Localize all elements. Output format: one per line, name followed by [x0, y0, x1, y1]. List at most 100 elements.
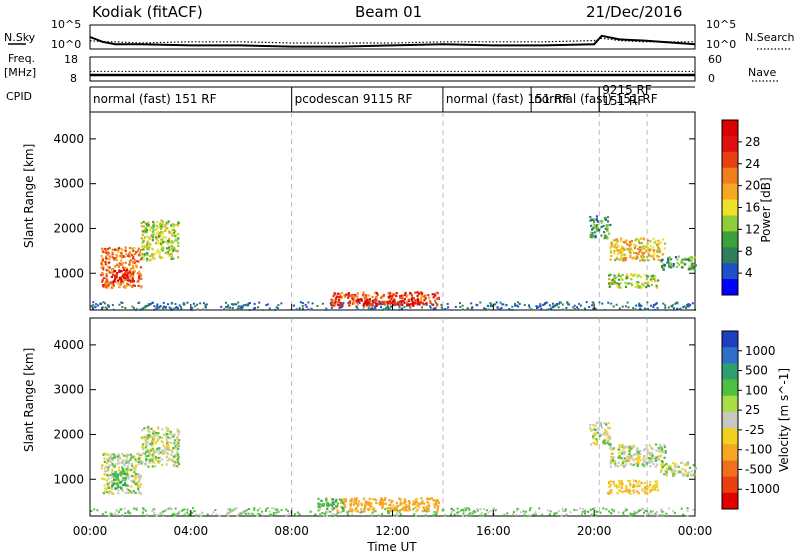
- ground-scatter-cell: [237, 305, 240, 308]
- power-data-cell: [132, 255, 135, 258]
- power-data-cell: [136, 280, 139, 283]
- power-data-cell: [164, 236, 168, 239]
- power-data-cell: [620, 245, 623, 248]
- velocity-data-cell: [636, 490, 639, 493]
- velocity-data-cell: [127, 491, 130, 494]
- velocity-data-cell: [136, 452, 139, 455]
- power-data-cell: [609, 281, 612, 284]
- velocity-data-cell: [643, 449, 646, 452]
- ground-scatter-cell: [169, 307, 172, 310]
- power-data-cell: [132, 284, 135, 287]
- velocity-data-cell: [600, 433, 604, 436]
- ground-scatter-cell: [538, 507, 541, 510]
- ground-scatter-cell: [377, 303, 380, 306]
- ground-scatter-cell: [157, 513, 159, 516]
- ground-scatter-cell: [665, 512, 668, 515]
- ground-scatter-cell: [156, 305, 158, 308]
- velocity-data-cell: [177, 447, 180, 450]
- power-data-cell: [433, 293, 436, 296]
- ground-scatter-cell: [644, 307, 647, 310]
- velocity-data-cell: [112, 473, 115, 476]
- noise-left-tick-top: 10^5: [51, 18, 81, 31]
- power-data-cell: [620, 237, 623, 240]
- velocity-colorbar-tick-label: 1000: [745, 344, 776, 358]
- power-data-cell: [614, 258, 617, 262]
- velocity-data-cell: [108, 486, 111, 489]
- power-data-cell: [657, 258, 660, 262]
- ground-scatter-cell: [676, 302, 679, 305]
- velocity-data-cell: [622, 447, 626, 450]
- velocity-data-cell: [395, 501, 398, 505]
- ground-scatter-cell: [581, 510, 584, 513]
- ground-scatter-cell: [476, 507, 479, 510]
- velocity-data-cell: [593, 427, 596, 430]
- power-data-cell: [613, 280, 616, 283]
- freq-label: Freq.: [8, 52, 35, 65]
- ground-scatter-cell: [467, 507, 470, 510]
- velocity-data-cell: [349, 503, 352, 506]
- velocity-data-cell: [344, 506, 347, 509]
- ground-scatter-cell: [276, 307, 279, 310]
- velocity-data-cell: [140, 453, 143, 457]
- velocity-data-cell: [167, 427, 170, 431]
- velocity-data-cell: [368, 497, 371, 500]
- ground-scatter-cell: [295, 514, 298, 517]
- velocity-data-cell: [399, 502, 402, 505]
- velocity-data-cell: [615, 484, 618, 487]
- velocity-data-cell: [629, 482, 632, 485]
- power-data-cell: [102, 276, 105, 280]
- velocity-data-cell: [664, 450, 667, 453]
- power-data-cell: [334, 300, 337, 303]
- ground-scatter-cell: [155, 514, 158, 517]
- ground-scatter-cell: [116, 513, 119, 516]
- power-data-cell: [676, 261, 679, 264]
- power-data-cell: [106, 262, 109, 265]
- cpid-segment-label: 9215 RF: [602, 83, 652, 97]
- ground-scatter-cell: [236, 514, 239, 517]
- power-data-cell: [656, 251, 659, 254]
- velocity-data-cell: [606, 492, 609, 495]
- velocity-data-cell: [177, 456, 180, 459]
- power-data-cell: [107, 257, 110, 260]
- ground-scatter-cell: [173, 514, 176, 517]
- velocity-data-cell: [657, 455, 660, 458]
- power-data-cell: [644, 282, 647, 285]
- power-data-cell: [128, 263, 131, 266]
- ground-scatter-cell: [555, 512, 558, 515]
- velocity-data-cell: [142, 448, 145, 451]
- ground-scatter-cell: [577, 308, 580, 310]
- velocity-data-cell: [167, 429, 170, 432]
- velocity-data-cell: [348, 510, 352, 513]
- velocity-data-cell: [151, 456, 155, 459]
- ground-scatter-cell: [184, 512, 187, 515]
- power-data-cell: [338, 304, 341, 307]
- power-data-cell: [356, 295, 359, 298]
- power-data-cell: [151, 254, 154, 257]
- colorbar-swatch: [722, 120, 738, 137]
- ground-scatter-cell: [309, 510, 312, 513]
- velocity-data-cell: [165, 463, 168, 466]
- power-data-cell: [629, 248, 632, 251]
- power-data-cell: [114, 269, 117, 273]
- ground-scatter-cell: [576, 509, 579, 512]
- power-data-cell: [348, 302, 351, 305]
- power-data-cell: [355, 300, 358, 303]
- ground-scatter-cell: [649, 304, 652, 307]
- power-data-cell: [604, 236, 607, 239]
- power-data-cell: [610, 282, 613, 285]
- power-data-cell: [146, 240, 149, 243]
- ground-scatter-cell: [639, 304, 642, 307]
- velocity-data-cell: [686, 472, 689, 475]
- ground-scatter-cell: [550, 307, 552, 310]
- ground-scatter-cell: [646, 510, 648, 513]
- ground-scatter-cell: [94, 305, 97, 308]
- velocity-data-cell: [649, 457, 652, 460]
- ground-scatter-cell: [643, 511, 645, 514]
- velocity-data-cell: [436, 510, 439, 513]
- ground-scatter-cell: [605, 508, 608, 511]
- velocity-data-cell: [607, 426, 610, 429]
- power-data-cell: [101, 280, 104, 283]
- velocity-data-cell: [682, 474, 685, 477]
- power-data-cell: [111, 280, 114, 283]
